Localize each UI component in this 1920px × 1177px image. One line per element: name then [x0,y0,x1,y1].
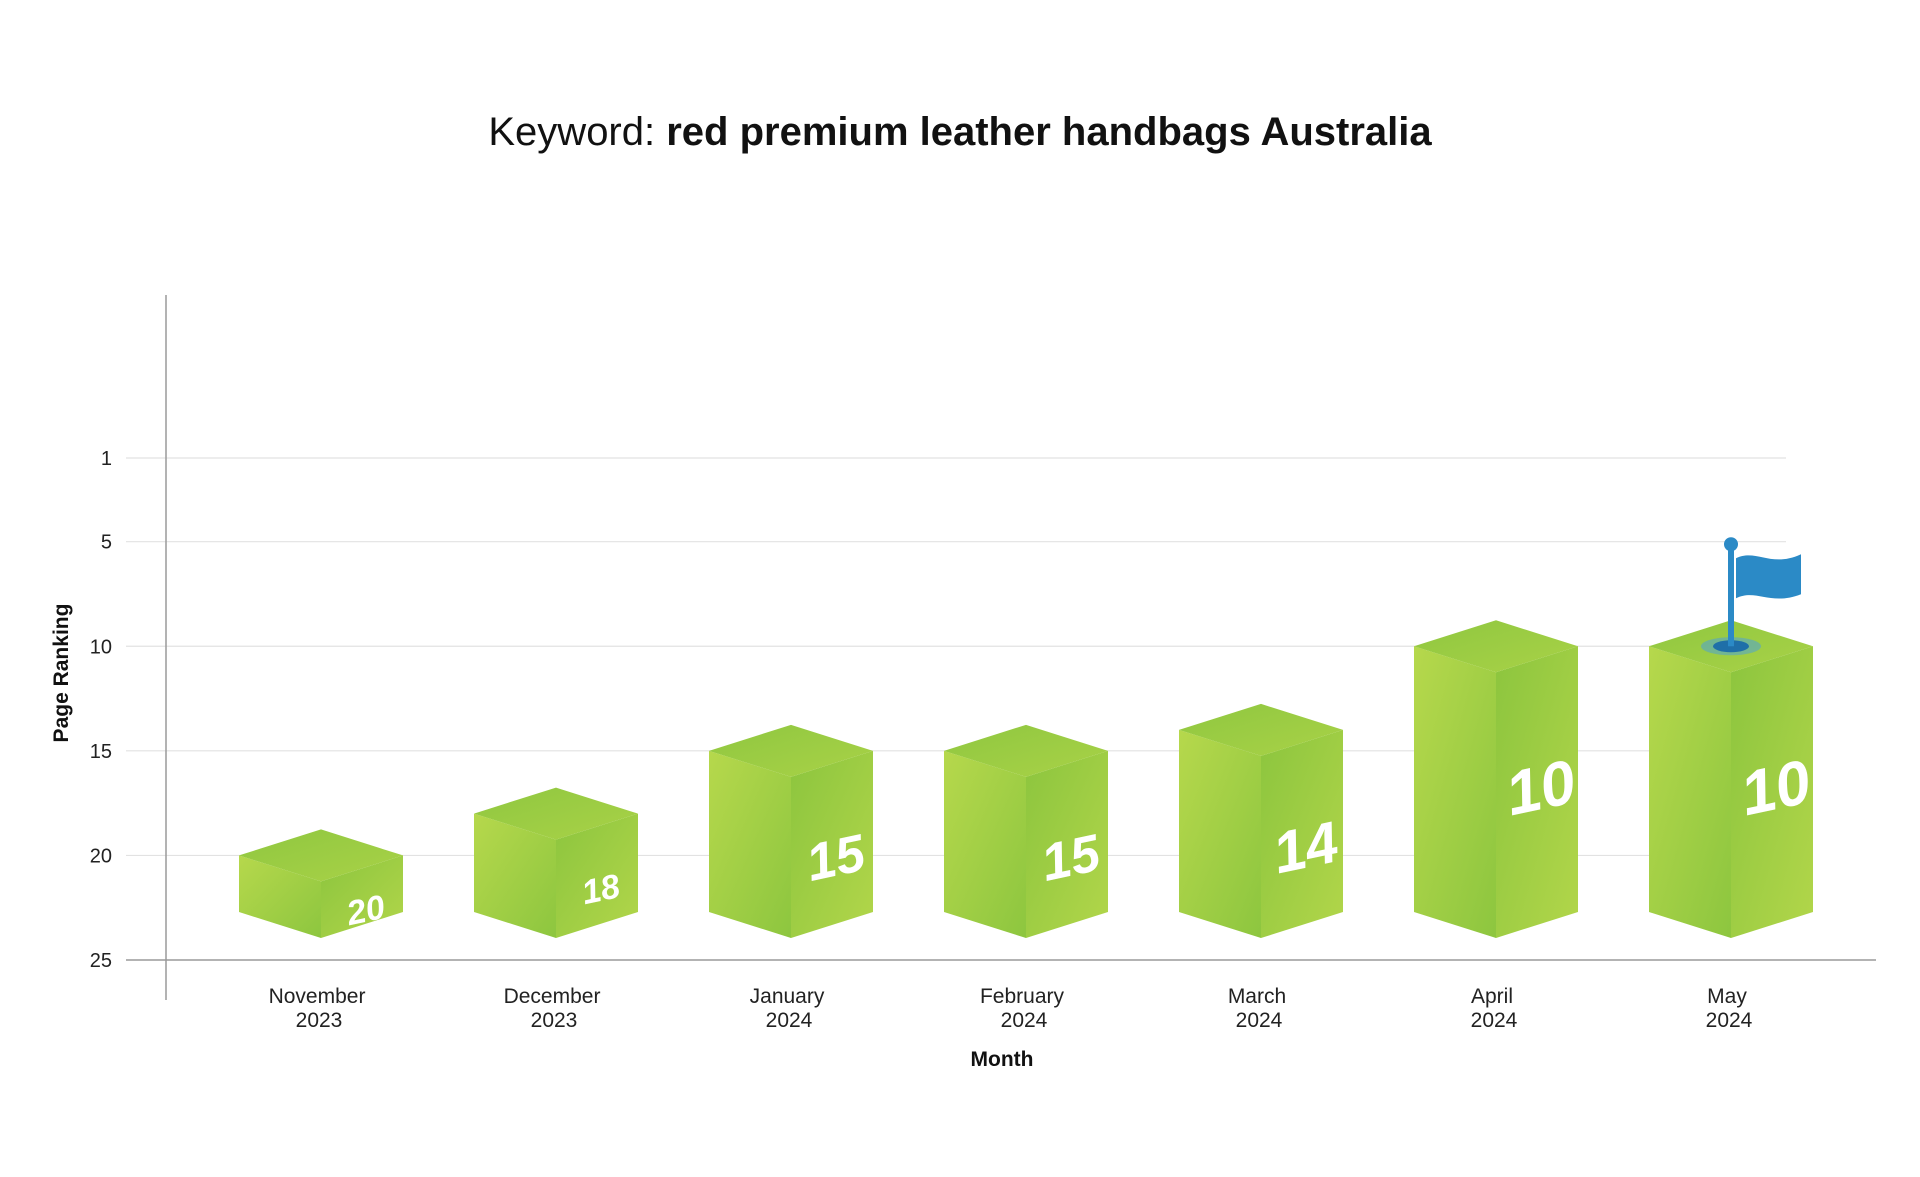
title-keyword: red premium leather handbags Australia [666,110,1432,154]
bar: 10 [1649,537,1817,938]
bar-right-face [791,750,873,938]
x-tick-label: April [1471,985,1513,1008]
x-tick-label: March [1228,985,1286,1008]
bar: 14 [1179,703,1344,938]
bar-top-face [1414,620,1578,673]
bar-value-label: 14 [1267,809,1344,886]
bar: 18 [474,787,638,938]
bar-value-label: 20 [342,888,388,933]
bar: 15 [944,724,1108,938]
title-prefix: Keyword: [488,110,666,154]
y-tick-label: 5 [101,532,112,554]
x-tick-label-year: 2024 [1471,1009,1518,1032]
y-tick-label: 10 [90,636,112,658]
bar-right-face [1261,729,1343,938]
bar-left-face [1414,646,1496,938]
x-axis-title: Month [971,1048,1034,1071]
bar-left-face [944,750,1026,938]
y-tick-label: 1 [101,448,112,470]
x-tick-label: December [504,985,601,1008]
bar-value-label: 15 [801,824,871,893]
bar-top-face [239,829,403,882]
x-tick-label: January [750,985,825,1008]
bar-left-face [474,813,556,938]
bar-left-face [239,855,321,938]
x-tick-label-year: 2024 [1706,1009,1753,1032]
bar-top-face [474,787,638,840]
chart-title: Keyword: red premium leather handbags Au… [488,110,1432,154]
bar-top-face [709,724,873,777]
bar-left-face [709,750,791,938]
bars: 20 18 15 15 14 10 10 [239,537,1817,938]
y-tick-label: 20 [90,845,112,867]
bar-value-label: 10 [1735,747,1817,829]
bar: 20 [239,829,403,938]
y-axis-title: Page Ranking [50,604,73,743]
bar-value-label: 10 [1500,747,1582,829]
bar-right-face [1026,750,1108,938]
bar-top-face [944,724,1108,777]
bar-right-face [556,813,638,938]
bar-value-label: 15 [1036,824,1106,893]
bar: 15 [709,724,873,938]
bar-left-face [1649,646,1731,938]
bar-right-face [1496,646,1578,938]
x-tick-label-year: 2024 [1001,1009,1048,1032]
bar-right-face [321,855,403,938]
bar-top-face [1179,703,1343,756]
bar: 10 [1414,620,1582,938]
x-tick-labels: November2023December2023January2024Febru… [269,985,1753,1032]
x-tick-label-year: 2024 [1236,1009,1283,1032]
bar-left-face [1179,729,1261,938]
y-tick-label: 25 [90,950,112,972]
x-tick-label: May [1707,985,1747,1008]
bar-value-label: 18 [578,867,623,912]
x-tick-label: November [269,985,366,1008]
flag-icon [1701,537,1801,656]
x-tick-label-year: 2023 [296,1009,343,1032]
x-tick-label-year: 2024 [766,1009,813,1032]
x-tick-label: February [980,985,1065,1008]
bar-right-face [1731,646,1813,938]
y-tick-label: 15 [90,741,112,763]
x-tick-label-year: 2023 [531,1009,578,1032]
